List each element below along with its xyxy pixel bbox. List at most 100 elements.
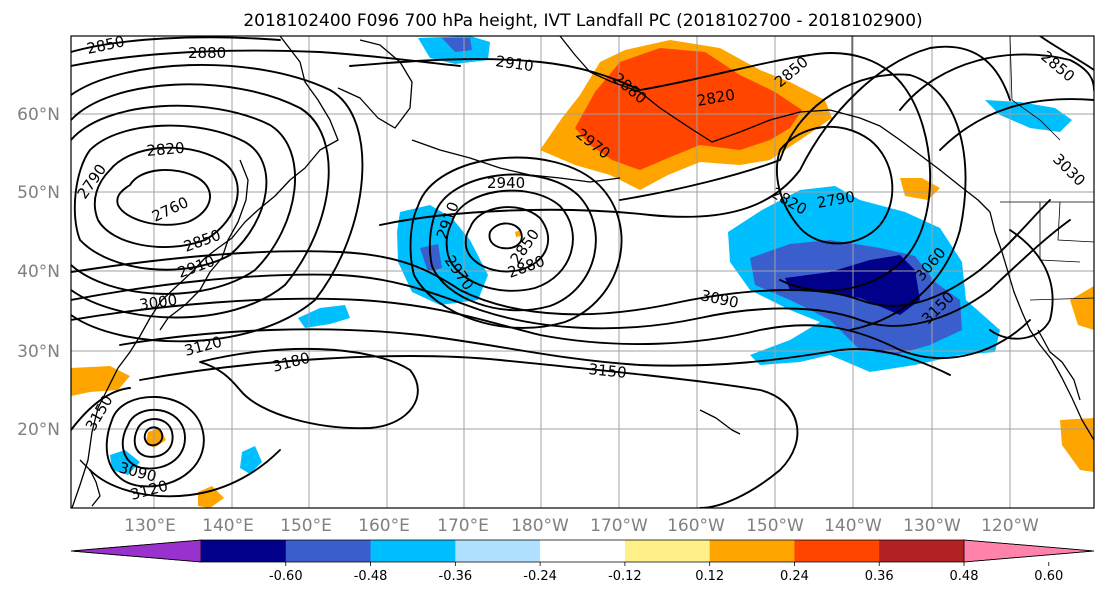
contour-w-low-4 [71,104,297,295]
lat-axis: 60°N 50°N 40°N 30°N 20°N [17,105,60,440]
contour-label: 2910 [494,52,534,75]
contour-zonal-2 [71,219,1071,330]
lat-label: 20°N [17,420,60,440]
contour-2910-top [349,58,641,91]
border-mexico [1029,297,1094,301]
lon-label: 150°E [280,516,332,536]
contour-na-1 [899,53,1094,111]
ivt-red-north [575,48,802,170]
contour-w-low-6 [71,63,364,343]
map-frame [70,35,1095,509]
contour-zonal-4 [119,328,951,376]
colorbar-tick-label: -0.12 [608,569,642,584]
coast-na-west [989,211,1094,441]
colorbar-tick-label: 0.60 [1034,569,1063,584]
contour-w-low-3 [73,124,268,271]
contour-e-1 [776,125,894,245]
contour-2850-top [71,36,281,53]
coast-alaska [559,36,991,213]
border-canada-prov [1009,36,1061,141]
height-contours [71,36,1094,508]
contour-typhoon-4 [105,396,205,488]
contour-label: 2880 [188,44,226,62]
lon-label: 150°W [746,516,804,536]
colorbar-segment [370,540,456,562]
contour-na-2 [939,98,1094,151]
lon-label: 170°W [590,516,648,536]
contour-na-3 [1039,36,1094,71]
lon-label: 180°W [511,516,569,536]
colorbar-tick-label: 0.36 [865,569,894,584]
map-panel: 2850 2880 2910 2850 2820 2790 2760 2880 … [71,36,1094,508]
colorbar-segment [624,540,711,562]
contour-3150-sw [71,387,131,431]
colorbar-segment [540,540,626,562]
coast-kamchatka [337,39,413,129]
colorbar-segment [794,540,880,562]
colorbar-tick-label: -0.24 [523,569,557,584]
contour-3150-south [139,355,799,508]
coast-aleutians [411,139,621,183]
ivt-blue-small [298,305,350,328]
colorbar-tick-label: 0.24 [780,569,809,584]
colorbar-tick-label: -0.36 [439,569,473,584]
contour-c-low-2 [464,206,550,273]
contour-c-low-4 [428,173,597,312]
colorbar-segment [709,540,795,562]
colorbar-extend-low [70,539,202,563]
colorbar-tick-label: -0.60 [269,569,303,584]
contour-c-low-5 [409,156,623,329]
colorbar-tick-label: 0.12 [695,569,724,584]
ivt-orange-se [1060,418,1094,472]
lon-label: 140°E [202,516,254,536]
contour-zonal-3 [71,297,1031,359]
contour-e-2 [639,52,932,292]
contour-zonal-1 [71,199,1051,316]
ivt-blue-sw2 [240,446,262,474]
contour-w-low-2 [93,146,239,248]
colorbar-segment [201,540,287,562]
ivt-blue-center [397,205,488,305]
contour-label: 3000 [138,291,178,314]
colorbar-segment [879,540,965,562]
contour-c-low-3 [445,189,574,292]
contour-label: 2820 [146,139,186,160]
lon-label: 120°W [981,516,1039,536]
lat-label: 50°N [17,183,60,203]
lon-axis: 130°E 140°E 150°E 160°E 170°E 180°W 170°… [124,516,1039,536]
lon-label: 130°E [124,516,176,536]
ivt-blue-sw [110,450,140,475]
contour-label: 3150 [588,360,628,382]
lon-label: 130°W [903,516,961,536]
contour-3120-sw [89,449,281,498]
colorbar-segment [285,540,372,562]
colorbar-segment [455,540,541,562]
contour-c-low-1 [488,222,523,250]
coastlines [71,36,1094,508]
chart-title: 2018102400 F096 700 hPa height, IVT Land… [243,11,922,31]
contour-e-3 [619,73,967,331]
coast-philippines [79,459,101,507]
ivt-orange-s [198,486,224,508]
lon-label: 160°W [667,516,725,536]
contour-3180 [199,347,419,430]
border-state2 [1057,201,1094,243]
contour-label: 2940 [487,174,525,192]
coast-baja [1037,329,1081,401]
colorbar-tick-label: -0.48 [354,569,388,584]
ivt-orange-e [1070,286,1094,330]
colorbar: -0.60 -0.48 -0.36 -0.24 -0.12 0.12 0.24 0.36 0.4… [70,539,1095,584]
lon-label: 170°E [437,516,489,536]
contour-w-low-1 [116,169,211,226]
colorbar-outline [70,539,1095,563]
contour-w-low-5 [71,83,330,319]
lon-label: 140°W [824,516,882,536]
coast-hawaii [699,409,741,435]
contour-e-4 [379,45,1011,226]
lon-label: 160°E [358,516,410,536]
contour-typhoon-1 [143,426,164,447]
contour-typhoon-3 [121,408,186,470]
colorbar-extend-high [963,539,1095,563]
contour-typhoon-2 [133,418,174,458]
